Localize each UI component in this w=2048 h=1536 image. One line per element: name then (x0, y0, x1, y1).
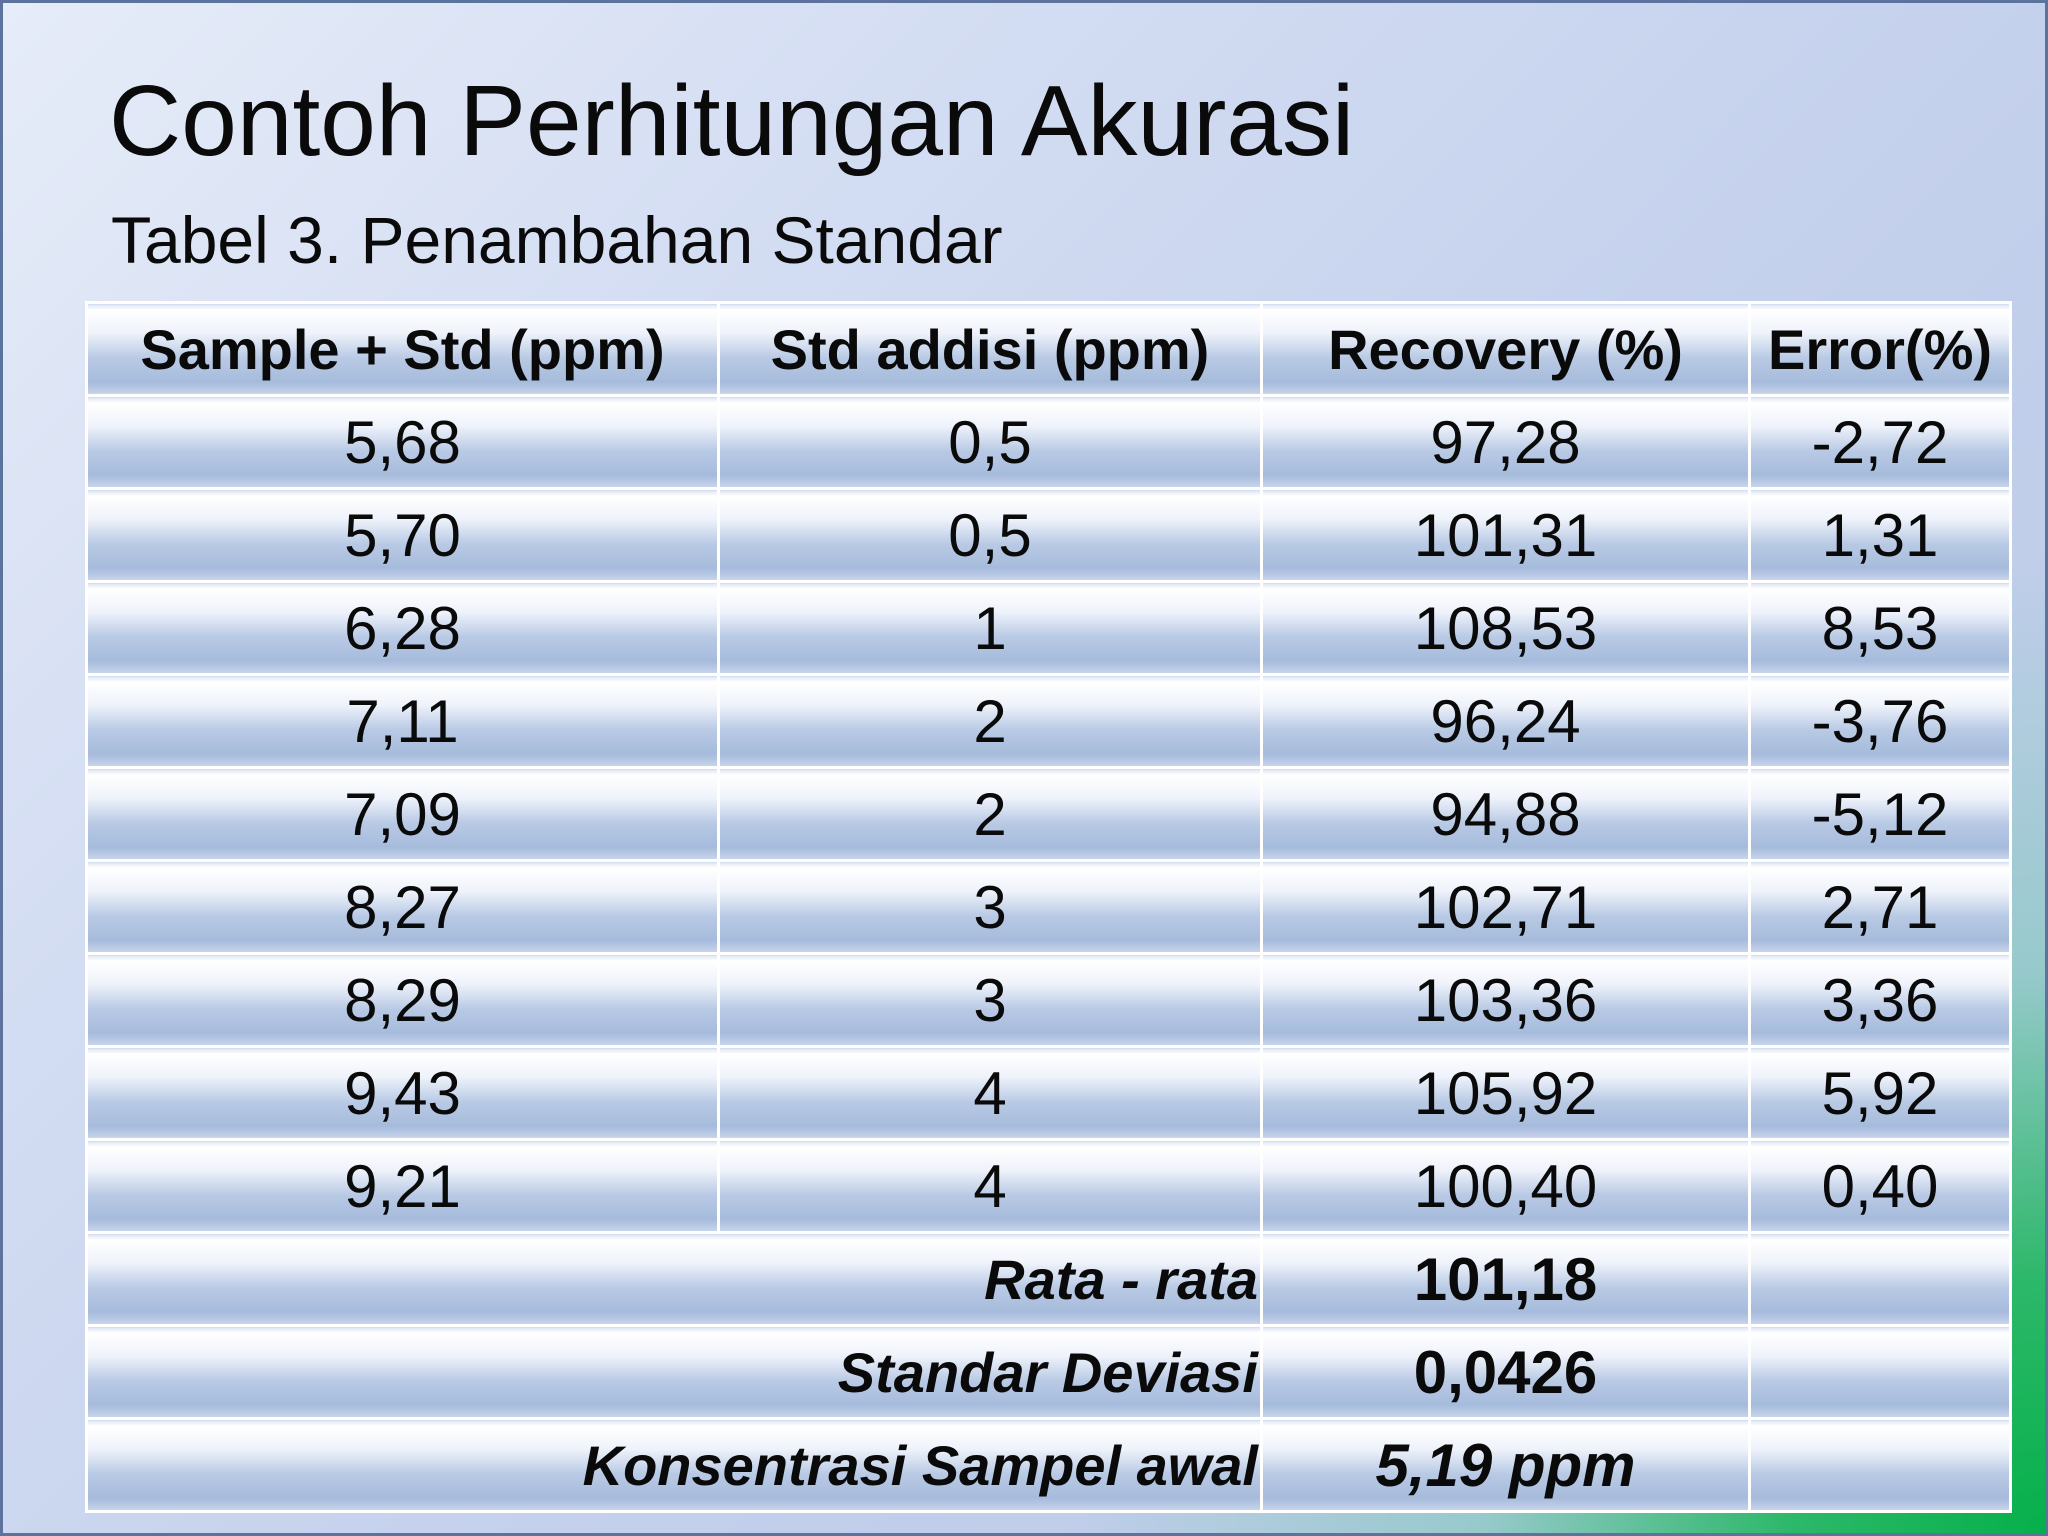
summary-empty-cell (1748, 1231, 2012, 1327)
table-row: 8,29 3 103,36 3,36 (85, 952, 2012, 1048)
cell-error: 2,71 (1748, 859, 2012, 955)
cell-std-addisi: 0,5 (717, 394, 1263, 490)
cell-recovery: 105,92 (1260, 1045, 1751, 1141)
cell-std-addisi: 2 (717, 673, 1263, 769)
cell-std-addisi: 2 (717, 766, 1263, 862)
cell-recovery: 103,36 (1260, 952, 1751, 1048)
table-row: 7,09 2 94,88 -5,12 (85, 766, 2012, 862)
header-error: Error(%) (1748, 301, 2012, 397)
table-row: 9,21 4 100,40 0,40 (85, 1138, 2012, 1234)
cell-error: -5,12 (1748, 766, 2012, 862)
cell-error: 8,53 (1748, 580, 2012, 676)
summary-value-std-dev: 0,0426 (1260, 1324, 1751, 1420)
cell-sample-std: 8,27 (85, 859, 720, 955)
summary-value-average: 101,18 (1260, 1231, 1751, 1327)
cell-recovery: 96,24 (1260, 673, 1751, 769)
table-row: 5,68 0,5 97,28 -2,72 (85, 394, 2012, 490)
cell-error: -2,72 (1748, 394, 2012, 490)
cell-sample-std: 8,29 (85, 952, 720, 1048)
cell-std-addisi: 3 (717, 952, 1263, 1048)
summary-label-std-dev: Standar Deviasi (85, 1324, 1263, 1420)
cell-sample-std: 6,28 (85, 580, 720, 676)
cell-error: 3,36 (1748, 952, 2012, 1048)
summary-empty-cell (1748, 1324, 2012, 1420)
summary-label-average: Rata - rata (85, 1231, 1263, 1327)
table-row: 7,11 2 96,24 -3,76 (85, 673, 2012, 769)
cell-error: -3,76 (1748, 673, 2012, 769)
summary-row-std-dev: Standar Deviasi 0,0426 (85, 1324, 2012, 1420)
cell-std-addisi: 4 (717, 1138, 1263, 1234)
cell-error: 1,31 (1748, 487, 2012, 583)
summary-label-initial-concentration: Konsentrasi Sampel awal (85, 1417, 1263, 1513)
cell-std-addisi: 0,5 (717, 487, 1263, 583)
cell-std-addisi: 4 (717, 1045, 1263, 1141)
cell-std-addisi: 3 (717, 859, 1263, 955)
summary-value-initial-concentration: 5,19 ppm (1260, 1417, 1751, 1513)
cell-recovery: 101,31 (1260, 487, 1751, 583)
cell-sample-std: 5,68 (85, 394, 720, 490)
cell-error: 0,40 (1748, 1138, 2012, 1234)
cell-sample-std: 5,70 (85, 487, 720, 583)
cell-std-addisi: 1 (717, 580, 1263, 676)
summary-empty-cell (1748, 1417, 2012, 1513)
table-row: 8,27 3 102,71 2,71 (85, 859, 2012, 955)
table-header-row: Sample + Std (ppm) Std addisi (ppm) Reco… (85, 301, 2012, 397)
slide-title: Contoh Perhitungan Akurasi (109, 65, 1355, 177)
table-row: 9,43 4 105,92 5,92 (85, 1045, 2012, 1141)
table-row: 5,70 0,5 101,31 1,31 (85, 487, 2012, 583)
cell-recovery: 108,53 (1260, 580, 1751, 676)
header-sample-std: Sample + Std (ppm) (85, 301, 720, 397)
summary-row-average: Rata - rata 101,18 (85, 1231, 2012, 1327)
table-caption: Tabel 3. Penambahan Standar (111, 203, 1003, 277)
cell-recovery: 102,71 (1260, 859, 1751, 955)
cell-sample-std: 9,21 (85, 1138, 720, 1234)
table-row: 6,28 1 108,53 8,53 (85, 580, 2012, 676)
header-recovery: Recovery (%) (1260, 301, 1751, 397)
cell-recovery: 100,40 (1260, 1138, 1751, 1234)
cell-sample-std: 9,43 (85, 1045, 720, 1141)
cell-sample-std: 7,11 (85, 673, 720, 769)
cell-recovery: 94,88 (1260, 766, 1751, 862)
header-std-addisi: Std addisi (ppm) (717, 301, 1263, 397)
results-table: Sample + Std (ppm) Std addisi (ppm) Reco… (85, 301, 2012, 1513)
cell-recovery: 97,28 (1260, 394, 1751, 490)
cell-sample-std: 7,09 (85, 766, 720, 862)
summary-row-initial-concentration: Konsentrasi Sampel awal 5,19 ppm (85, 1417, 2012, 1513)
cell-error: 5,92 (1748, 1045, 2012, 1141)
